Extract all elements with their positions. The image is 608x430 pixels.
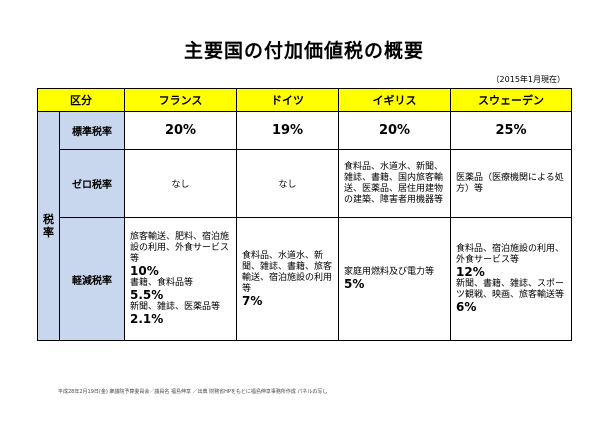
sweden-reduced-rate-1: 12% — [456, 265, 485, 279]
uk-reduced-items-1: 家庭用燃料及び電力等 — [344, 267, 435, 277]
standard-rate-uk: 20% — [338, 111, 451, 150]
zero-rate-france: なし — [124, 149, 237, 218]
sweden-reduced-items-2: 新聞、書籍、雑誌、スポーツ観戦、映画、旅客輸送等 — [456, 279, 565, 300]
zero-rate-row: ゼロ税率 なし なし 食料品、水道水、新聞、雑誌、書籍、国内旅客輸送、医薬品、居… — [38, 149, 572, 218]
vat-table: 区分 フランス ドイツ イギリス スウェーデン 税率 標準税率 20% 19% … — [37, 88, 572, 341]
sweden-reduced-items-1: 食料品、宿泊施設の利用、外食サービス等 — [456, 244, 565, 265]
zero-rate-sweden-text: 医薬品（医療機関による処方）等 — [456, 172, 564, 194]
zero-rate-germany: なし — [236, 149, 339, 218]
france-reduced-rate-1: 10% — [130, 264, 159, 278]
reduced-rate-row: 軽減税率 旅客輸送、肥料、宿泊施設の利用、外食サービス等 10% 書籍、食料品等… — [38, 217, 572, 341]
standard-rate-sweden: 25% — [450, 111, 572, 150]
zero-rate-uk-text: 食料品、水道水、新聞、雑誌、書籍、国内旅客輸送、医薬品、居住用建物の建築、障害者… — [344, 161, 444, 205]
germany-reduced-rate-1: 7% — [242, 293, 263, 308]
header-germany: ドイツ — [236, 88, 339, 112]
header-sweden: スウェーデン — [450, 88, 572, 112]
footer-source-note: 平成28年2月19日(金) 衆議院予算委員会／議員名 福島伸享 ／出典 財務省H… — [58, 389, 328, 395]
standard-rate-label: 標準税率 — [59, 111, 125, 150]
reduced-rate-france: 旅客輸送、肥料、宿泊施設の利用、外食サービス等 10% 書籍、食料品等 5.5%… — [124, 217, 237, 341]
header-row: 区分 フランス ドイツ イギリス スウェーデン — [37, 88, 572, 112]
france-reduced-items-3: 新聞、雑誌、医薬品等 — [130, 302, 221, 312]
header-france: フランス — [124, 88, 237, 112]
reduced-rate-sweden: 食料品、宿泊施設の利用、外食サービス等 12% 新聞、書籍、雑誌、スポーツ観戦、… — [450, 217, 572, 341]
uk-reduced-rate-1: 5% — [344, 277, 365, 291]
tax-rate-label: 税率 — [37, 111, 60, 341]
germany-reduced-items-1: 食料品、水道水、新聞、雑誌、書籍、旅客輸送、宿泊施設の利用等 — [242, 250, 333, 294]
france-reduced-rate-3: 2.1% — [130, 312, 164, 326]
tax-rate-text: 税率 — [43, 213, 54, 239]
reduced-rate-label: 軽減税率 — [59, 217, 125, 341]
france-reduced-items-1: 旅客輸送、肥料、宿泊施設の利用、外食サービス等 — [130, 232, 230, 264]
as-of-date: （2015年1月現在） — [491, 75, 565, 84]
zero-rate-label: ゼロ税率 — [59, 149, 125, 218]
france-reduced-rate-2: 5.5% — [130, 288, 164, 302]
header-category: 区分 — [37, 88, 125, 112]
reduced-rate-germany: 食料品、水道水、新聞、雑誌、書籍、旅客輸送、宿泊施設の利用等 7% — [236, 217, 339, 341]
france-reduced-items-2: 書籍、食料品等 — [130, 278, 194, 288]
sweden-reduced-rate-2: 6% — [456, 300, 477, 314]
standard-rate-row: 税率 標準税率 20% 19% 20% 25% — [37, 111, 572, 341]
header-uk: イギリス — [338, 88, 451, 112]
standard-rate-germany: 19% — [236, 111, 339, 150]
page-title: 主要国の付加価値税の概要 — [183, 40, 424, 62]
reduced-rate-uk: 家庭用燃料及び電力等 5% — [338, 217, 451, 341]
zero-rate-uk: 食料品、水道水、新聞、雑誌、書籍、国内旅客輸送、医薬品、居住用建物の建築、障害者… — [338, 149, 451, 218]
standard-rate-france: 20% — [124, 111, 237, 150]
zero-rate-sweden: 医薬品（医療機関による処方）等 — [450, 149, 572, 218]
